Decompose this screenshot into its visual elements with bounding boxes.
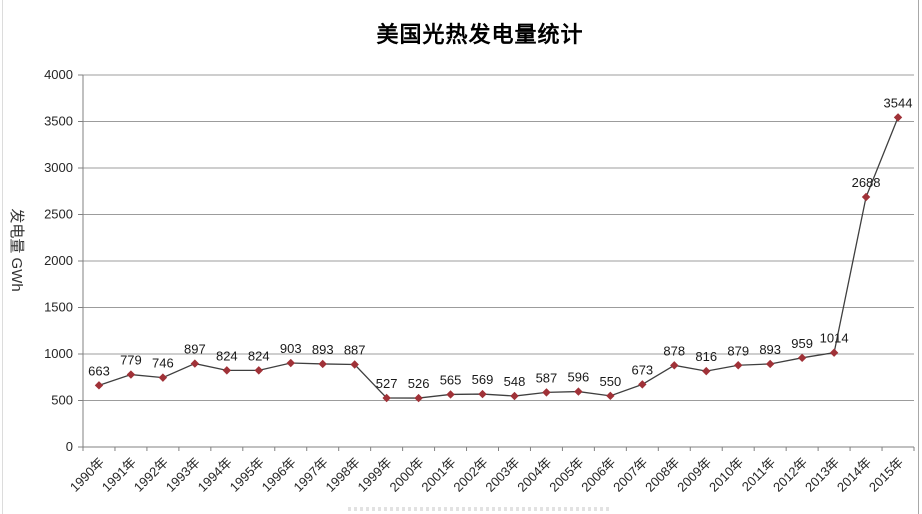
x-axis-label: 1994年 <box>195 455 235 495</box>
x-axis-label: 2005年 <box>546 455 586 495</box>
y-tick-label: 4000 <box>44 67 73 82</box>
data-point-marker <box>574 387 583 396</box>
data-label: 569 <box>472 372 494 387</box>
data-label: 673 <box>631 362 653 377</box>
data-point-marker <box>670 361 679 370</box>
x-axis-label: 2014年 <box>834 455 874 495</box>
x-axis-label: 2011年 <box>739 455 779 495</box>
data-point-marker <box>893 113 903 122</box>
data-label: 1014 <box>820 331 849 346</box>
x-axis-label: 2003年 <box>482 455 522 495</box>
x-axis-label: 1995年 <box>227 455 267 495</box>
data-point-marker <box>222 366 232 375</box>
data-label: 816 <box>695 349 717 364</box>
x-axis-label: 2012年 <box>770 455 810 495</box>
data-label: 550 <box>600 374 622 389</box>
x-axis-label: 1999年 <box>355 455 395 495</box>
x-axis-label: 2015年 <box>866 455 906 495</box>
data-point-marker <box>190 359 200 368</box>
x-axis-label: 2008年 <box>642 455 682 495</box>
y-tick-label: 0 <box>66 439 73 454</box>
x-axis-label: 1992年 <box>131 455 171 495</box>
data-label: 587 <box>536 370 558 385</box>
y-tick-label: 1000 <box>44 346 73 361</box>
data-label: 565 <box>440 372 462 387</box>
watermark <box>348 507 610 511</box>
data-point-marker <box>734 361 743 370</box>
data-point-marker <box>318 359 327 369</box>
x-axis-label: 2006年 <box>578 455 618 495</box>
data-label: 893 <box>759 342 781 357</box>
y-tick-label: 3500 <box>44 114 73 129</box>
data-point-marker <box>350 360 359 369</box>
data-point-marker <box>861 192 871 202</box>
data-label: 3544 <box>884 95 913 110</box>
y-tick-label: 2500 <box>44 207 73 222</box>
data-point-marker <box>382 393 391 403</box>
data-label: 2688 <box>852 175 881 190</box>
x-axis-label: 1990年 <box>67 455 107 495</box>
data-label: 824 <box>248 348 270 363</box>
x-axis-label: 1996年 <box>259 455 299 495</box>
data-point-marker <box>542 388 551 397</box>
y-tick-label: 2000 <box>44 253 73 268</box>
chart-title: 美国光热发电量统计 <box>376 22 584 47</box>
data-label: 548 <box>504 374 526 389</box>
data-label: 887 <box>344 343 366 358</box>
x-axis-label: 2010年 <box>706 455 746 495</box>
data-label: 596 <box>568 370 590 385</box>
data-point-marker <box>638 380 647 389</box>
window-left-border <box>2 0 3 514</box>
data-point-marker <box>126 370 136 379</box>
x-axis-label: 2007年 <box>610 455 650 495</box>
data-point-marker <box>94 381 104 390</box>
x-axis-label: 2000年 <box>386 455 426 495</box>
data-point-marker <box>765 359 775 369</box>
data-label: 893 <box>312 342 334 357</box>
data-point-marker <box>286 358 295 368</box>
data-point-marker <box>510 391 519 401</box>
data-point-marker <box>606 391 615 401</box>
data-point-marker <box>797 353 807 363</box>
data-point-marker <box>414 393 423 403</box>
x-axis-label: 1997年 <box>291 455 331 495</box>
data-point-marker <box>158 373 168 382</box>
data-label: 878 <box>663 343 685 358</box>
x-axis-label: 1998年 <box>323 455 363 495</box>
data-label: 824 <box>216 348 238 363</box>
y-tick-label: 1500 <box>44 300 73 315</box>
data-label: 746 <box>152 356 174 371</box>
data-point-marker <box>702 366 711 376</box>
data-line <box>98 117 899 399</box>
x-axis-label: 2004年 <box>514 455 554 495</box>
x-axis-label: 1991年 <box>99 455 139 495</box>
x-axis-label: 2002年 <box>450 455 490 495</box>
window-right-border <box>918 0 919 514</box>
data-point-marker <box>478 389 487 399</box>
data-point-marker <box>829 348 839 357</box>
data-label: 959 <box>791 336 813 351</box>
x-axis-label: 2013年 <box>802 455 842 495</box>
data-label: 779 <box>120 353 142 368</box>
y-tick-label: 500 <box>51 393 73 408</box>
data-label: 527 <box>376 376 398 391</box>
y-tick-label: 3000 <box>44 160 73 175</box>
x-axis-label: 1993年 <box>163 455 203 495</box>
x-axis-label: 2001年 <box>418 455 458 495</box>
data-label: 903 <box>280 341 302 356</box>
data-label: 663 <box>88 363 110 378</box>
data-point-marker <box>254 366 263 375</box>
data-label: 879 <box>727 343 749 358</box>
data-label: 897 <box>184 342 206 357</box>
data-point-marker <box>446 390 455 399</box>
x-axis-label: 2009年 <box>674 455 714 495</box>
data-label: 526 <box>408 376 430 391</box>
